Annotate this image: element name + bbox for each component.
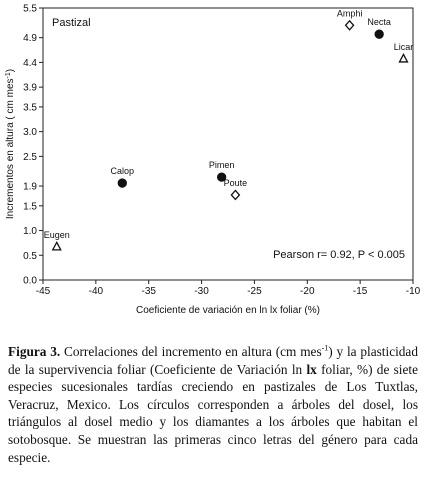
point-label: Calop <box>111 166 135 176</box>
point <box>398 53 409 63</box>
x-tick-label: -30 <box>194 286 209 297</box>
caption-sup: -1 <box>321 343 329 353</box>
point-label: Licar <box>394 42 414 52</box>
y-tick-label: 0.5 <box>23 251 37 262</box>
point <box>230 189 241 201</box>
annotation: Pearson r= 0.92, P < 0.005 <box>273 249 405 261</box>
x-tick-label: -20 <box>300 286 315 297</box>
point <box>374 29 384 39</box>
y-tick-label: 2.5 <box>23 152 37 163</box>
y-tick-label: 4.9 <box>23 33 37 44</box>
x-tick-label: -45 <box>36 286 51 297</box>
y-tick-label: 1.0 <box>23 226 37 237</box>
caption: Figura 3. Correlaciones del incremento e… <box>8 343 418 466</box>
y-label-sup: -1 <box>5 72 12 78</box>
y-tick-label: 3.0 <box>23 127 37 138</box>
x-tick-label: -40 <box>89 286 104 297</box>
x-tick-label: -10 <box>406 286 421 297</box>
y-tick-label: 1.5 <box>23 201 37 212</box>
point-label: Poute <box>224 178 248 188</box>
caption-text: Correlaciones del incremento en altura (… <box>60 344 322 359</box>
y-tick-label: 5.5 <box>23 4 37 15</box>
caption-label: Figura 3. <box>8 344 61 359</box>
point <box>117 178 127 188</box>
y-label-end: ) <box>5 69 16 72</box>
y-tick-label: 1.9 <box>23 182 37 193</box>
x-tick-label: -15 <box>353 286 368 297</box>
y-tick-label: 3.9 <box>23 83 37 94</box>
point <box>217 172 227 182</box>
y-tick-label: 0.0 <box>23 276 37 287</box>
caption-text: foliar, %) de siete especies sucesionale… <box>8 361 419 465</box>
x-tick-label: -35 <box>141 286 156 297</box>
x-tick-label: -25 <box>247 286 262 297</box>
point-label: Pimen <box>209 160 235 170</box>
y-tick-label: 3.5 <box>23 102 37 113</box>
point <box>51 240 62 251</box>
plot-frame <box>42 7 414 281</box>
caption-text: ) y la plasticidad de la supervivencia f… <box>8 344 418 377</box>
y-label-main: Incrementos en altura ( cm mes <box>5 78 16 219</box>
point-label: Amphi <box>337 8 363 18</box>
y-tick-label: 4.4 <box>23 58 37 69</box>
caption-bold: lx <box>306 361 317 377</box>
x-axis-label: Coeficiente de variación en ln lx foliar… <box>136 305 320 316</box>
point <box>344 19 355 31</box>
point-label: Necta <box>367 17 391 27</box>
point-label: Eugen <box>44 230 70 240</box>
annotation: Pastizal <box>52 17 91 29</box>
chart: Pastizal Pearson r= 0.92, P < 0.005 Coef… <box>5 4 421 317</box>
y-axis-label: Incrementos en altura ( cm mes-1) <box>5 69 17 219</box>
